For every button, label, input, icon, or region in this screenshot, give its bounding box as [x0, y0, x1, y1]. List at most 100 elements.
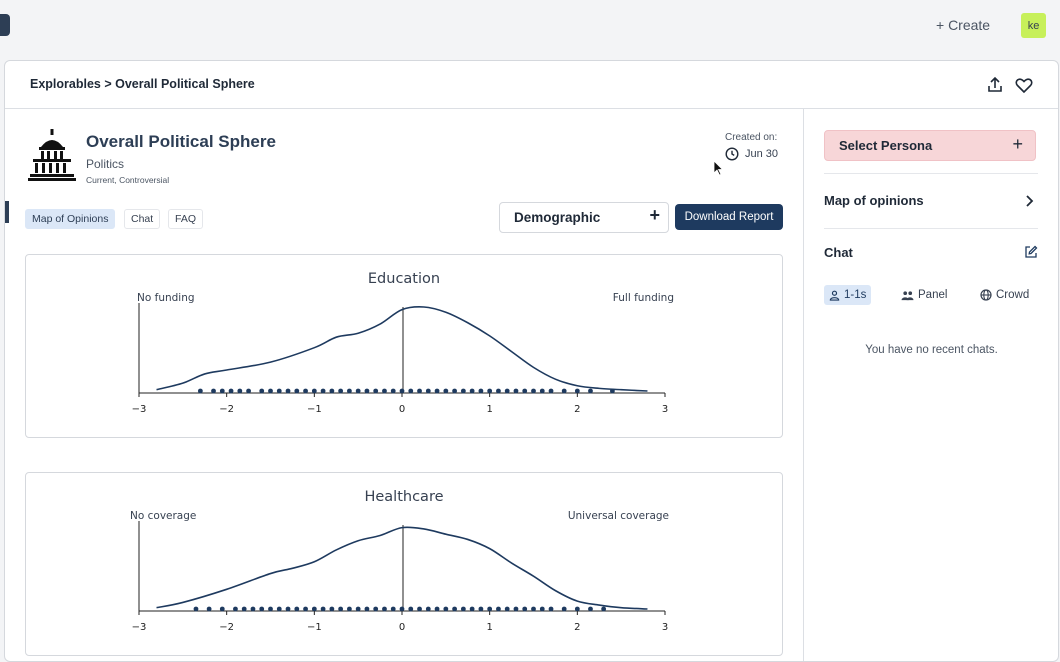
right-pole-label: Universal coverage	[568, 510, 669, 522]
x-tick-label: −3	[132, 622, 147, 633]
rug-point	[513, 388, 519, 394]
side-marker	[5, 201, 9, 223]
chevron-right-icon	[1026, 195, 1034, 207]
rug-point	[539, 388, 545, 394]
rug-point	[408, 388, 414, 394]
chat-tab-label: Panel	[918, 289, 948, 301]
rug-point	[478, 606, 484, 612]
rug-point	[193, 606, 199, 612]
plus-icon: +	[1012, 134, 1023, 154]
x-tick-label: −2	[219, 404, 234, 415]
rug-point	[364, 606, 370, 612]
x-tick-label: −1	[307, 622, 322, 633]
healthcare-chart: Healthcare No coverage Universal coverag…	[25, 472, 783, 656]
created-date: Jun 30	[725, 147, 778, 161]
rug-point	[276, 388, 282, 394]
rug-point	[408, 606, 414, 612]
sidebar: Select Persona + Map of opinions Chat 1-…	[803, 109, 1058, 661]
rug-point	[487, 388, 493, 394]
x-tick-label: 0	[399, 622, 405, 633]
chat-tab-panel[interactable]: Panel	[901, 285, 947, 305]
rug-point	[487, 606, 493, 612]
rug-point	[294, 606, 300, 612]
chat-tab-label: 1-1s	[844, 289, 867, 301]
chat-tab-crowd[interactable]: Crowd	[980, 285, 1029, 305]
demographic-select[interactable]: Demographic +	[499, 202, 669, 233]
share-icon[interactable]	[985, 75, 1005, 95]
rug-point	[443, 388, 449, 394]
rug-point	[276, 606, 282, 612]
breadcrumb[interactable]: Explorables > Overall Political Sphere	[30, 77, 255, 91]
rug-point	[259, 606, 265, 612]
rug-point	[601, 606, 607, 612]
rug-point	[390, 606, 396, 612]
rug-point	[303, 388, 308, 394]
rug-point	[522, 606, 528, 612]
rug-point	[364, 388, 370, 394]
rug-point	[513, 606, 519, 612]
topic-category: Politics	[86, 157, 125, 171]
healthcare-chart-svg: Healthcare No coverage Universal coverag…	[130, 489, 669, 633]
app-menu-tab[interactable]	[0, 14, 10, 36]
tab-chat[interactable]: Chat	[124, 209, 161, 229]
rug-point	[478, 388, 484, 394]
x-tick-label: 3	[662, 622, 668, 633]
topic-tags: Current, Controversial	[86, 175, 170, 185]
map-of-opinions-link[interactable]: Map of opinions	[824, 189, 1038, 213]
rug-point	[294, 388, 300, 394]
divider	[824, 173, 1038, 174]
create-button[interactable]: + Create	[936, 17, 991, 33]
rug-point	[197, 388, 203, 394]
chat-tab-label: Crowd	[996, 289, 1030, 301]
rug-point	[259, 388, 265, 394]
rug-point	[219, 388, 225, 394]
created-label: Created on:	[725, 132, 778, 143]
rug-point	[241, 606, 247, 612]
rug-point	[382, 388, 387, 394]
clock-icon	[725, 147, 739, 161]
rug-point	[469, 606, 475, 612]
x-ticks: −3 −2 −1 0 1 2 3	[132, 611, 668, 633]
rug-point	[417, 388, 422, 394]
rug-point	[460, 606, 466, 612]
rug-point	[285, 606, 291, 612]
rug-point	[355, 388, 361, 394]
x-tick-label: −2	[219, 622, 234, 633]
rug-point	[452, 388, 457, 394]
select-persona-button[interactable]: Select Persona +	[824, 130, 1036, 161]
education-chart: Education No funding Full funding −3 −2 −1…	[25, 254, 783, 438]
rug-point	[561, 388, 567, 394]
rug-point	[311, 388, 317, 394]
download-report-button[interactable]: Download Report	[675, 204, 783, 230]
heart-icon[interactable]	[1014, 75, 1034, 95]
rug-point	[588, 388, 593, 394]
avatar[interactable]: ke	[1021, 13, 1046, 38]
rug-point	[382, 606, 387, 612]
rug-point	[460, 388, 466, 394]
right-pole-label: Full funding	[613, 292, 674, 304]
rug-point	[531, 388, 536, 394]
chat-tab-1-1s[interactable]: 1-1s	[824, 285, 872, 305]
rug-point	[417, 606, 422, 612]
rug-point	[610, 388, 615, 394]
tab-map-of-opinions[interactable]: Map of Opinions	[25, 209, 116, 229]
x-tick-label: 3	[662, 404, 668, 415]
rug-point	[320, 606, 326, 612]
globe-icon	[980, 289, 992, 301]
rug-point	[425, 388, 431, 394]
rug-point	[311, 606, 317, 612]
rug-point	[434, 606, 440, 612]
tab-faq[interactable]: FAQ	[168, 209, 204, 229]
rug-point	[329, 606, 335, 612]
rug-point	[574, 388, 580, 394]
rug-points	[193, 606, 607, 612]
rug-point	[338, 388, 344, 394]
plus-icon: +	[649, 205, 660, 225]
rug-point	[320, 388, 326, 394]
x-tick-label: 1	[486, 404, 492, 415]
edit-icon[interactable]	[1024, 245, 1038, 259]
rug-point	[347, 388, 352, 394]
divider	[824, 228, 1038, 229]
chart-title: Healthcare	[364, 489, 443, 505]
page-title: Overall Political Sphere	[86, 132, 276, 151]
